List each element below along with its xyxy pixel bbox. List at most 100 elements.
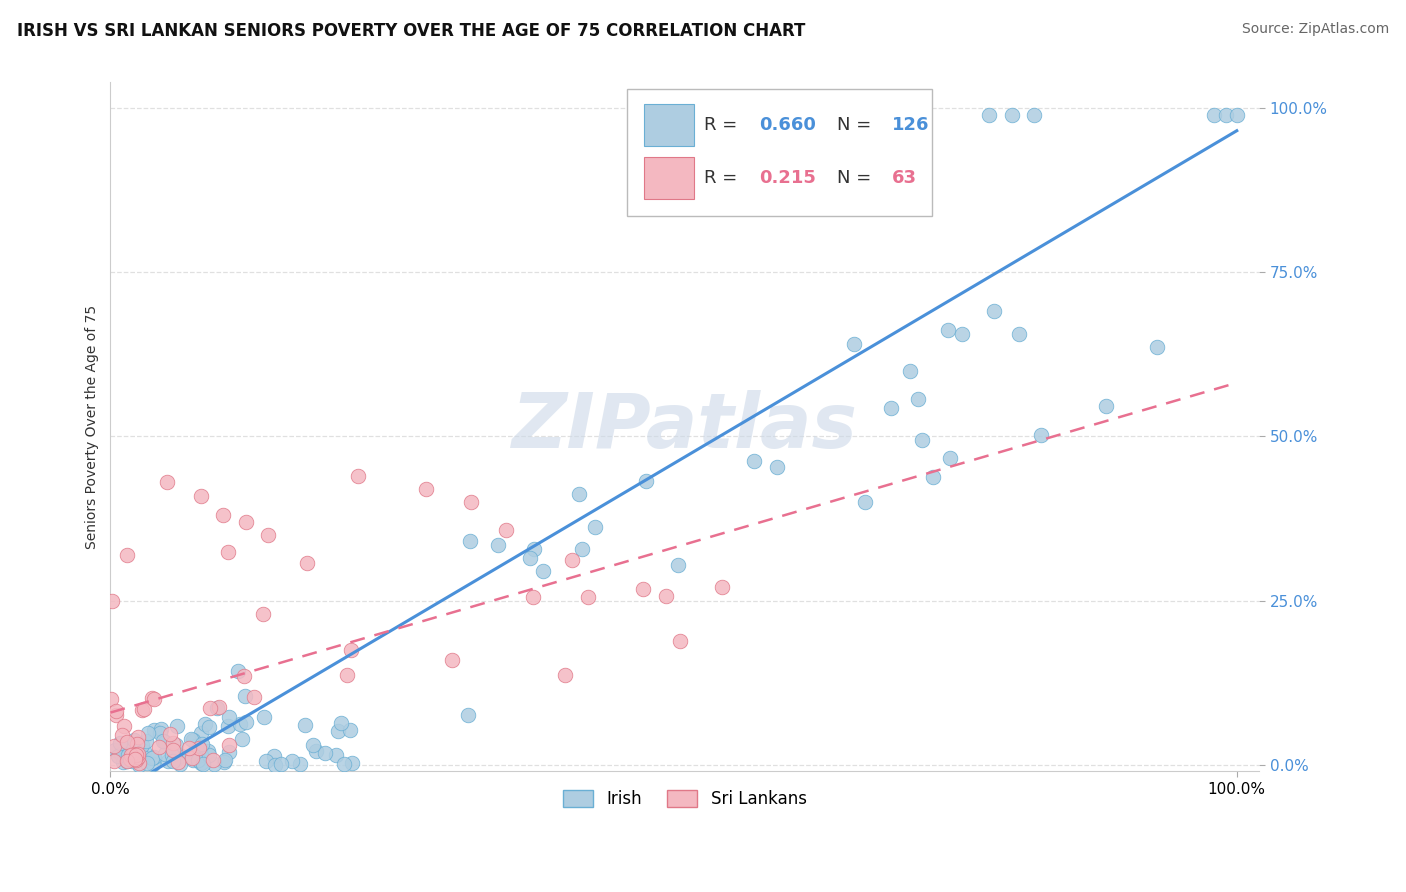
- Point: [136, 726, 159, 740]
- Text: 0.215: 0.215: [759, 169, 817, 187]
- Text: 126: 126: [891, 116, 929, 135]
- Point: [117, 747, 139, 762]
- Point: [128, 756, 150, 771]
- Point: [197, 748, 219, 763]
- Point: [152, 733, 174, 747]
- Point: [281, 755, 304, 769]
- Point: [112, 755, 135, 769]
- Point: [180, 751, 202, 765]
- Point: [415, 482, 437, 496]
- Point: [160, 747, 183, 762]
- Text: ZIPatlas: ZIPatlas: [512, 390, 858, 464]
- Point: [347, 469, 370, 483]
- Text: Source: ZipAtlas.com: Source: ZipAtlas.com: [1241, 22, 1389, 37]
- Point: [232, 669, 254, 683]
- Point: [111, 728, 134, 742]
- Point: [208, 700, 231, 714]
- Y-axis label: Seniors Poverty Over the Age of 75: Seniors Poverty Over the Age of 75: [86, 304, 100, 549]
- Text: 63: 63: [891, 169, 917, 187]
- Point: [939, 450, 962, 465]
- FancyBboxPatch shape: [644, 104, 695, 146]
- Point: [153, 735, 176, 749]
- Point: [125, 753, 148, 767]
- Point: [295, 556, 318, 570]
- Point: [156, 475, 179, 490]
- Point: [142, 723, 165, 738]
- Point: [190, 489, 212, 503]
- Point: [127, 731, 149, 745]
- Point: [132, 750, 155, 764]
- Point: [214, 753, 236, 767]
- Point: [135, 756, 157, 770]
- Point: [1146, 340, 1168, 354]
- Point: [775, 108, 797, 122]
- Point: [1215, 108, 1237, 122]
- Point: [117, 737, 139, 751]
- Point: [115, 735, 138, 749]
- Point: [128, 757, 150, 772]
- Point: [326, 724, 349, 739]
- Point: [585, 519, 607, 533]
- Point: [844, 337, 866, 351]
- Point: [191, 737, 214, 751]
- Point: [911, 434, 934, 448]
- Point: [202, 757, 225, 772]
- Point: [165, 753, 187, 767]
- Point: [330, 715, 353, 730]
- Point: [554, 668, 576, 682]
- Point: [101, 594, 124, 608]
- Point: [1008, 326, 1031, 341]
- Point: [177, 750, 200, 764]
- Point: [257, 528, 280, 542]
- Point: [1022, 108, 1045, 122]
- Point: [634, 474, 657, 488]
- Point: [114, 750, 136, 764]
- Point: [135, 734, 157, 748]
- Point: [127, 750, 149, 764]
- Point: [190, 756, 212, 771]
- Point: [325, 748, 347, 763]
- Point: [666, 558, 689, 573]
- Point: [166, 718, 188, 732]
- Point: [568, 487, 591, 501]
- Point: [305, 744, 328, 758]
- Point: [880, 401, 903, 416]
- Point: [865, 108, 887, 122]
- Point: [132, 701, 155, 715]
- Text: R =: R =: [704, 169, 744, 187]
- Point: [198, 701, 221, 715]
- Point: [235, 714, 257, 729]
- Point: [127, 747, 149, 762]
- Text: N =: N =: [837, 169, 876, 187]
- Point: [441, 653, 464, 667]
- Point: [120, 751, 142, 765]
- Point: [169, 757, 191, 772]
- Point: [264, 757, 287, 772]
- Point: [207, 701, 229, 715]
- Point: [124, 732, 146, 747]
- Point: [910, 108, 932, 122]
- Point: [218, 745, 240, 759]
- Point: [523, 541, 546, 556]
- Point: [115, 548, 138, 562]
- Point: [243, 690, 266, 705]
- Point: [252, 607, 274, 621]
- Point: [177, 741, 200, 756]
- Point: [218, 710, 240, 724]
- Point: [187, 741, 209, 756]
- Point: [486, 538, 509, 552]
- Point: [519, 551, 541, 566]
- Point: [115, 755, 138, 769]
- Point: [228, 665, 250, 679]
- Point: [165, 738, 187, 752]
- Text: N =: N =: [837, 116, 876, 135]
- Point: [103, 739, 125, 753]
- Point: [162, 749, 184, 764]
- Point: [127, 752, 149, 766]
- Point: [531, 564, 554, 578]
- Point: [125, 748, 148, 763]
- Point: [217, 545, 239, 559]
- Point: [153, 747, 176, 762]
- Point: [333, 756, 356, 771]
- Point: [167, 755, 190, 769]
